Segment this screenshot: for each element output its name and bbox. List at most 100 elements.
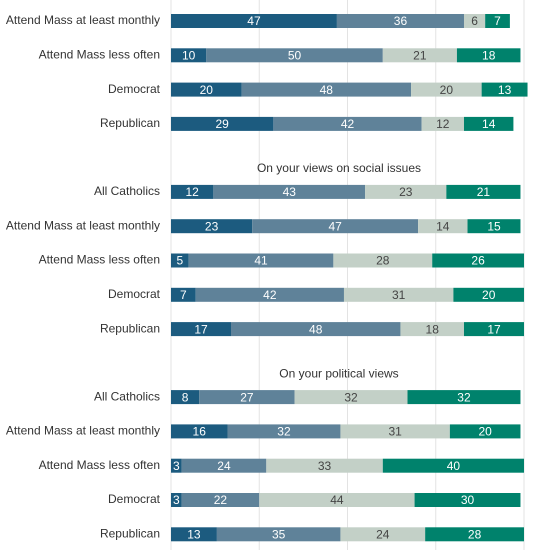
value-label: 12	[436, 117, 450, 131]
bar-segment	[294, 390, 408, 405]
category-label: Democrat	[108, 82, 161, 96]
category-label: Republican	[100, 321, 160, 335]
value-label: 14	[482, 117, 496, 131]
bar-segment	[400, 322, 464, 337]
value-label: 28	[468, 527, 482, 541]
value-label: 30	[461, 493, 475, 507]
value-label: 28	[376, 254, 390, 268]
bar-segment	[449, 424, 521, 439]
value-label: 42	[341, 117, 355, 131]
value-label: 31	[388, 425, 402, 439]
bar-segment	[171, 14, 337, 28]
bar-segment	[382, 48, 457, 63]
value-label: 44	[330, 493, 344, 507]
bar-segment	[171, 184, 214, 199]
bar-segment	[453, 287, 524, 302]
bar-segment	[446, 184, 521, 199]
value-label: 26	[471, 254, 485, 268]
category-label: Attend Mass less often	[39, 253, 160, 267]
category-label: Republican	[100, 116, 160, 130]
value-label: 17	[487, 322, 501, 336]
value-label: 18	[482, 48, 496, 62]
value-label: 13	[187, 527, 201, 541]
bar-segment	[188, 253, 334, 268]
value-label: 42	[263, 288, 277, 302]
bar-segment	[241, 82, 412, 97]
bar-segment	[171, 116, 274, 131]
bar-segment	[181, 458, 267, 473]
value-label: 32	[277, 425, 291, 439]
value-label: 17	[194, 322, 208, 336]
category-label: Attend Mass at least monthly	[6, 424, 160, 438]
category-label: Attend Mass at least monthly	[6, 218, 160, 232]
bar-segment	[407, 390, 521, 405]
bar-segment	[181, 493, 260, 507]
bar-segment	[171, 493, 182, 507]
value-label: 40	[447, 459, 461, 473]
bar-segment	[411, 82, 482, 97]
bar-segment	[425, 527, 524, 542]
bar-segment	[266, 458, 383, 473]
bar-segment	[171, 322, 232, 337]
bar-segment	[227, 424, 341, 439]
bar-segment	[463, 14, 486, 28]
bar-segment	[171, 253, 189, 268]
category-label: All Catholics	[94, 184, 160, 198]
value-label: 18	[426, 322, 440, 336]
category-label: Attend Mass at least monthly	[6, 13, 160, 27]
value-label: 41	[254, 254, 268, 268]
bar-segment	[195, 287, 344, 302]
bar-segment	[456, 48, 521, 63]
value-label: 7	[180, 288, 187, 302]
value-label: 13	[498, 83, 512, 97]
value-label: 21	[477, 185, 491, 199]
value-label: 27	[240, 390, 254, 404]
value-label: 8	[182, 390, 189, 404]
bar-segment	[171, 287, 196, 302]
bar-segment	[340, 424, 450, 439]
value-label: 50	[288, 48, 302, 62]
value-label: 21	[413, 48, 427, 62]
category-label: Attend Mass less often	[39, 458, 160, 472]
value-label: 3	[173, 493, 180, 507]
value-label: 3	[173, 459, 180, 473]
value-label: 47	[247, 14, 261, 28]
bar-segment	[171, 219, 253, 234]
value-label: 12	[186, 185, 200, 199]
value-label: 43	[283, 185, 297, 199]
bar-segment	[336, 14, 464, 28]
bar-segment	[485, 14, 510, 28]
value-label: 22	[214, 493, 228, 507]
value-label: 29	[216, 117, 230, 131]
value-label: 16	[193, 425, 207, 439]
bar-segment	[365, 184, 447, 199]
value-label: 36	[394, 14, 408, 28]
bar-segment	[259, 493, 415, 507]
bar-segment	[171, 458, 182, 473]
value-label: 20	[478, 425, 492, 439]
bar-segment	[273, 116, 422, 131]
bar-segment	[206, 48, 383, 63]
bar-segment	[343, 287, 454, 302]
bar-segment	[467, 219, 521, 234]
value-label: 5	[176, 254, 183, 268]
bar-segment	[231, 322, 401, 337]
category-label: Republican	[100, 526, 160, 540]
bar-segment	[199, 390, 295, 405]
bar-segment	[171, 424, 228, 439]
value-label: 31	[392, 288, 406, 302]
bar-segment	[333, 253, 433, 268]
value-label: 48	[309, 322, 323, 336]
value-label: 20	[200, 83, 214, 97]
bar-segment	[171, 82, 242, 97]
value-label: 24	[376, 527, 390, 541]
category-label: Democrat	[108, 287, 161, 301]
bar-segment	[213, 184, 366, 199]
bar-segment	[418, 219, 468, 234]
value-label: 15	[487, 219, 501, 233]
category-label: Democrat	[108, 492, 161, 506]
section-title: On your views on social issues	[257, 161, 421, 175]
bar-segment	[252, 219, 419, 234]
bar-segment	[382, 458, 524, 473]
bar-segment	[414, 493, 521, 507]
